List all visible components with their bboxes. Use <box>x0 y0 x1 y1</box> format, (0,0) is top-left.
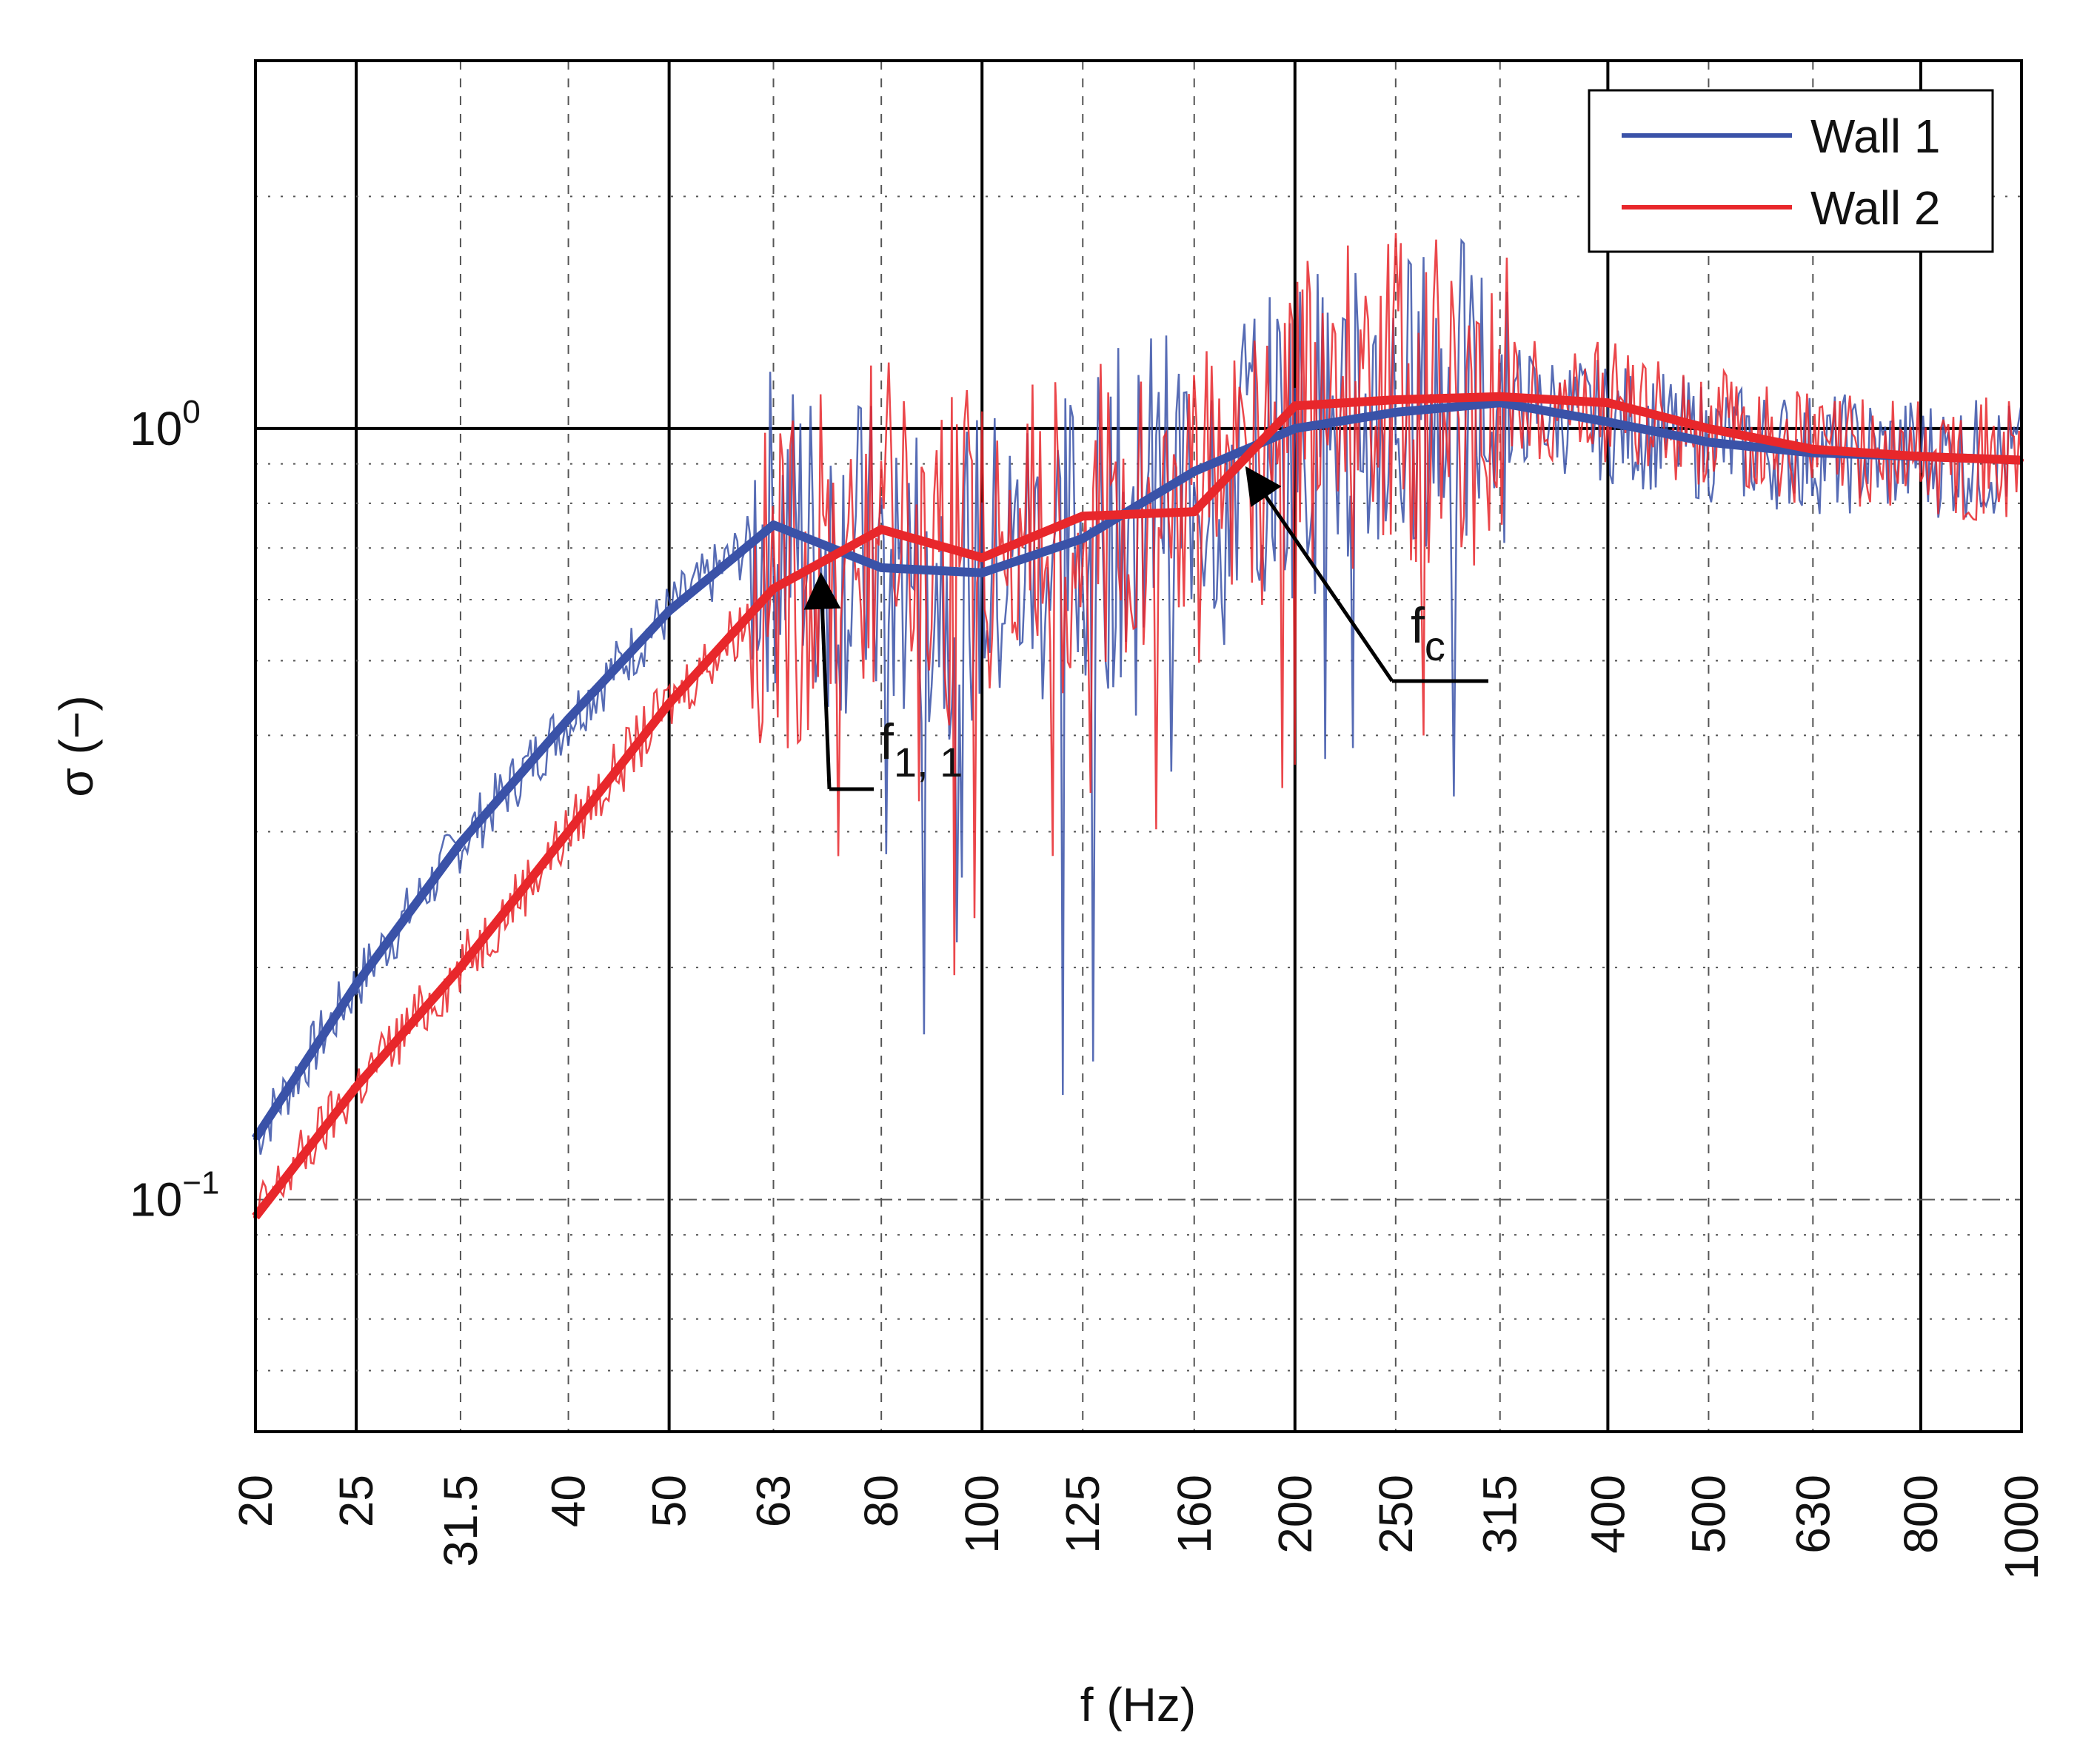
x-tick-label: 50 <box>643 1475 696 1527</box>
data-point-wall-1 <box>1393 409 1398 415</box>
annotation-arrow <box>1245 466 1394 683</box>
x-tick-label: 160 <box>1168 1475 1221 1554</box>
x-tick-label: 630 <box>1786 1475 1839 1554</box>
annotation-label: fc <box>1411 597 1445 669</box>
y-tick-label: 100 <box>130 394 201 455</box>
series-line-wall-2 <box>252 392 2022 1220</box>
x-tick-label: 25 <box>330 1475 383 1527</box>
legend-label-wall-2: Wall 2 <box>1810 181 1940 235</box>
x-tick-label: 125 <box>1056 1475 1109 1554</box>
data-point-wall-1 <box>1191 469 1197 474</box>
data-point-wall-2 <box>1810 446 1816 452</box>
data-point-wall-2 <box>1605 400 1611 406</box>
data-point-wall-1 <box>354 982 358 988</box>
data-point-wall-1 <box>1292 426 1297 431</box>
data-point-wall-2 <box>458 965 463 970</box>
y-tick-label: 10−1 <box>130 1165 219 1227</box>
x-tick-label: 200 <box>1268 1475 1322 1554</box>
data-point-wall-2 <box>1191 509 1197 514</box>
data-point-wall-2 <box>1497 394 1502 399</box>
data-point-wall-2 <box>354 1084 358 1090</box>
legend-box <box>1588 89 1994 253</box>
data-point-wall-2 <box>879 527 884 532</box>
legend-label-wall-1: Wall 1 <box>1810 110 1940 163</box>
data-point-wall-2 <box>566 829 571 834</box>
data-point-wall-2 <box>1080 514 1086 519</box>
data-point-wall-2 <box>1919 454 1923 459</box>
data-point-wall-1 <box>980 570 985 575</box>
data-point-wall-1 <box>566 717 571 722</box>
series-layer <box>251 232 2024 1220</box>
data-point-wall-1 <box>458 840 463 845</box>
x-tick-label: 315 <box>1474 1475 1527 1554</box>
data-point-wall-2 <box>1393 398 1398 402</box>
data-point-wall-2 <box>1292 403 1297 409</box>
data-point-wall-1 <box>1605 420 1611 424</box>
data-point-wall-1 <box>1497 400 1502 406</box>
annotation-arrow <box>803 571 841 790</box>
x-tick-label: 1000 <box>1995 1475 2048 1580</box>
y-tick-labels: 100 10−1 <box>130 394 219 1227</box>
x-tick-label: 500 <box>1682 1475 1735 1554</box>
x-tick-label: 80 <box>855 1475 908 1527</box>
data-point-wall-1 <box>666 609 672 614</box>
x-axis-label: f (Hz) <box>1080 1678 1196 1731</box>
legend: Wall 1 Wall 2 <box>1588 89 1994 253</box>
data-point-wall-1 <box>771 523 776 528</box>
annotations: f1, 1 fc <box>803 466 1488 791</box>
x-tick-label: 250 <box>1369 1475 1422 1554</box>
x-tick-label: 40 <box>542 1475 595 1527</box>
plot-frame <box>254 59 2023 1433</box>
x-tick-labels: 20 25 31.5 40 50 63 80 100 125 160 200 250 315 400 500… <box>229 1475 2048 1580</box>
data-point-wall-2 <box>1706 426 1711 431</box>
data-point-wall-1 <box>879 565 884 570</box>
data-point-wall-2 <box>980 555 985 560</box>
annotation-label: f1, 1 <box>880 714 963 785</box>
data-point-wall-2 <box>771 586 776 591</box>
data-point-wall-1 <box>1706 440 1711 445</box>
x-tick-label: 400 <box>1581 1475 1634 1554</box>
data-point-wall-2 <box>666 701 672 706</box>
x-tick-label: 63 <box>747 1475 800 1527</box>
x-tick-label: 800 <box>1894 1475 1947 1554</box>
data-point-wall-1 <box>1080 536 1086 541</box>
x-tick-label: 100 <box>955 1475 1009 1554</box>
y-axis-label: σ (−) <box>50 695 103 797</box>
x-tick-label: 20 <box>229 1475 282 1527</box>
x-tick-label: 31.5 <box>434 1475 487 1567</box>
series-line-wall-1 <box>251 398 2022 1141</box>
